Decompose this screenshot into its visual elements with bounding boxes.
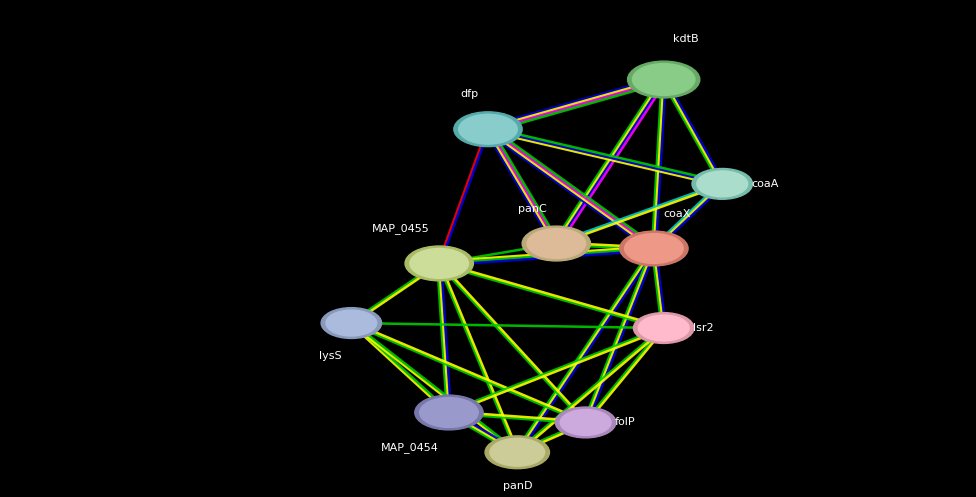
Circle shape <box>454 112 522 147</box>
Circle shape <box>628 61 700 98</box>
Text: panD: panD <box>503 481 532 491</box>
Text: kdtB: kdtB <box>673 34 699 44</box>
Circle shape <box>410 248 468 278</box>
Text: MAP_0455: MAP_0455 <box>372 223 429 234</box>
Text: coaA: coaA <box>752 179 779 189</box>
Circle shape <box>632 64 695 95</box>
Text: coaX: coaX <box>664 209 691 219</box>
Circle shape <box>420 398 478 427</box>
Circle shape <box>620 231 688 266</box>
Circle shape <box>321 308 382 338</box>
Circle shape <box>697 171 748 197</box>
Circle shape <box>560 410 611 435</box>
Text: lsr2: lsr2 <box>693 323 713 333</box>
Text: MAP_0454: MAP_0454 <box>382 442 439 453</box>
Text: panC: panC <box>518 204 547 214</box>
Circle shape <box>405 246 473 281</box>
Circle shape <box>490 438 545 466</box>
Circle shape <box>633 313 694 343</box>
Circle shape <box>527 229 586 258</box>
Circle shape <box>555 407 616 438</box>
Circle shape <box>415 395 483 430</box>
Circle shape <box>485 436 549 469</box>
Circle shape <box>692 168 752 199</box>
Circle shape <box>459 114 517 144</box>
Text: folP: folP <box>615 417 635 427</box>
Circle shape <box>625 234 683 263</box>
Text: dfp: dfp <box>460 89 478 99</box>
Circle shape <box>326 310 377 336</box>
Text: lysS: lysS <box>319 351 342 361</box>
Circle shape <box>638 315 689 341</box>
Circle shape <box>522 226 590 261</box>
